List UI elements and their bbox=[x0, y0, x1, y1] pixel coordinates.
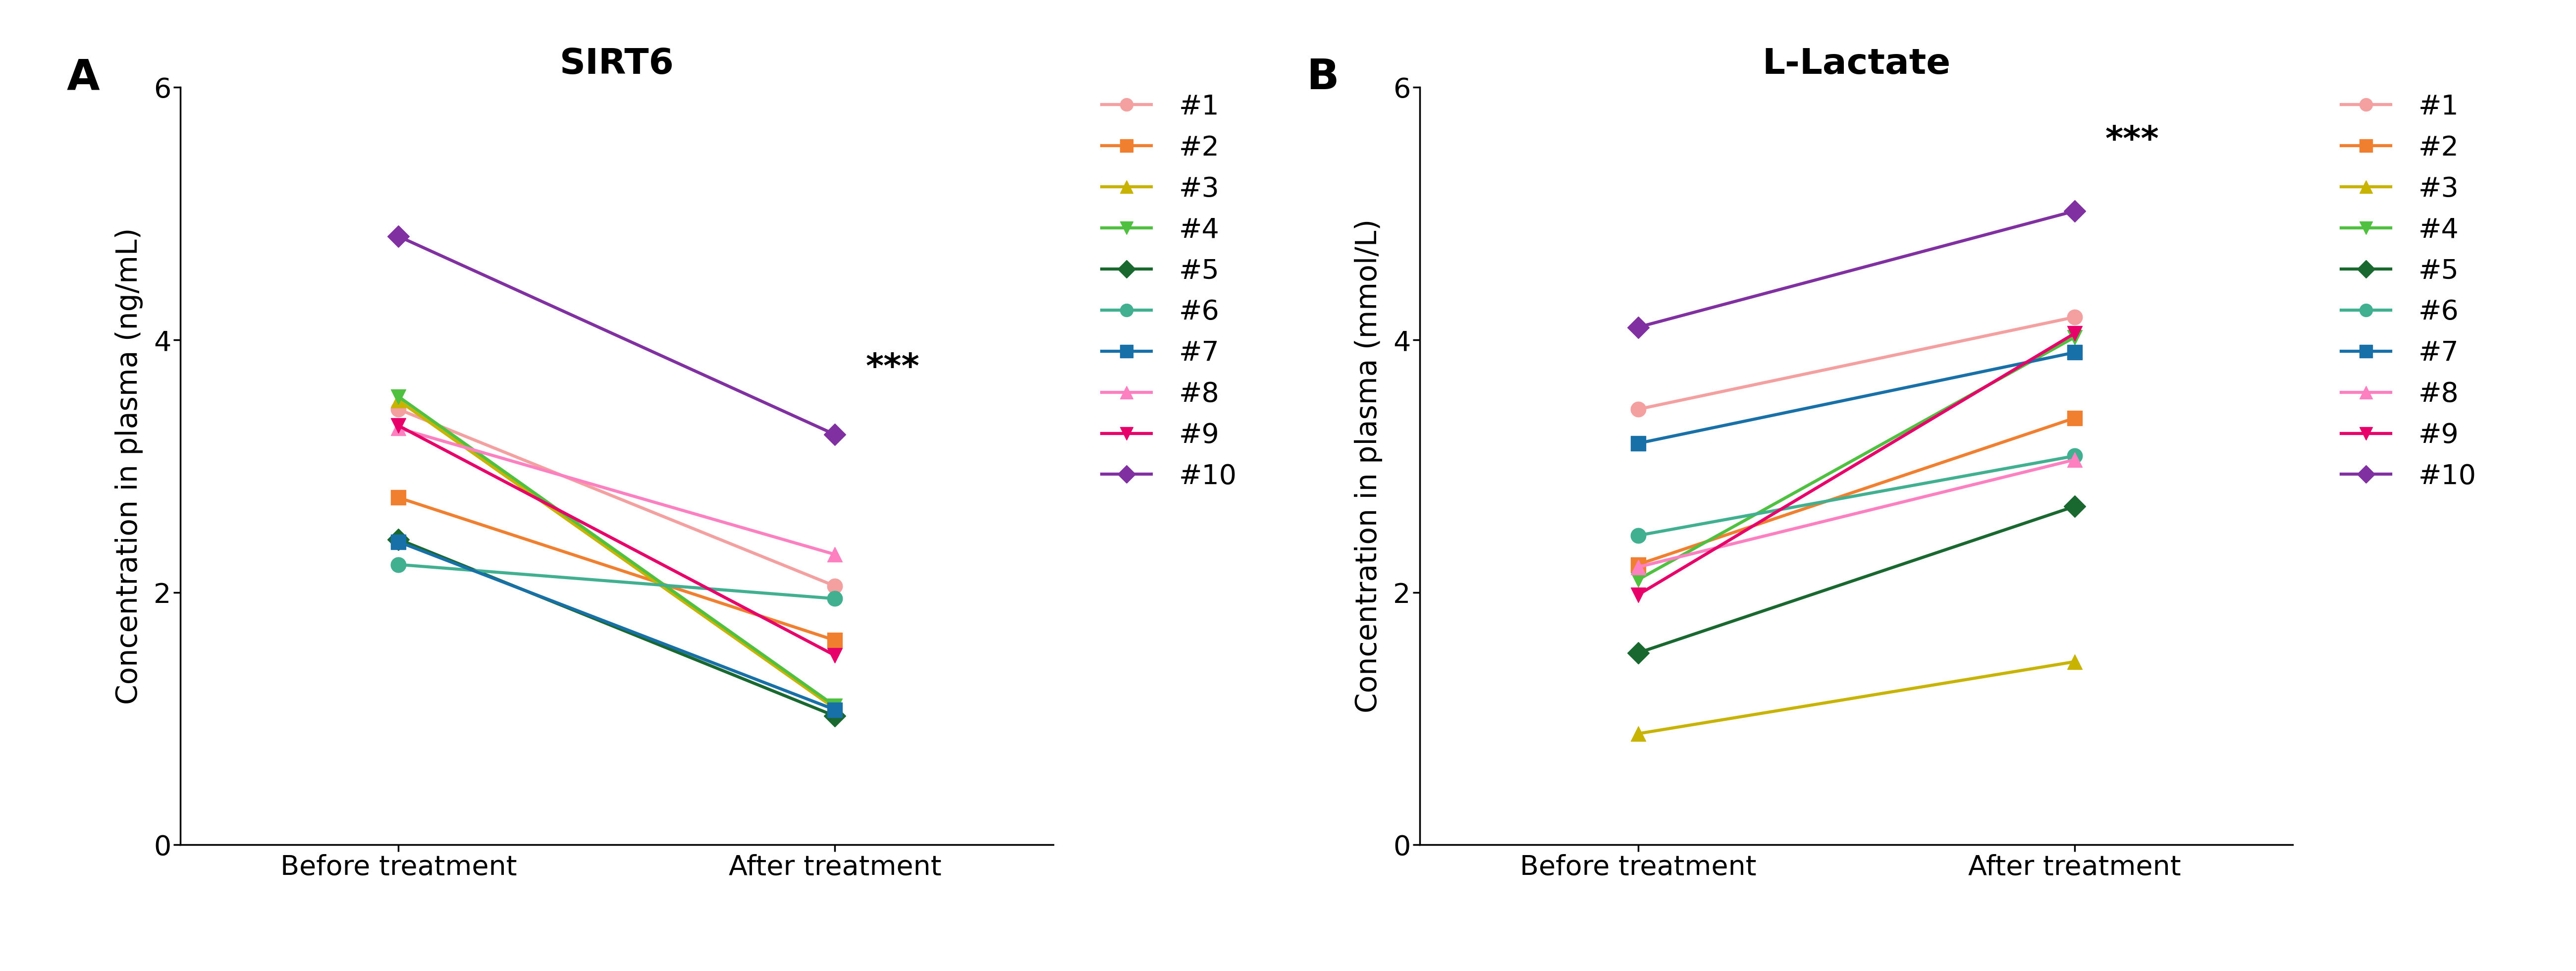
Legend: #1, #2, #3, #4, #5, #6, #7, #8, #9, #10: #1, #2, #3, #4, #5, #6, #7, #8, #9, #10 bbox=[2342, 93, 2476, 490]
Text: ***: *** bbox=[866, 352, 920, 385]
Title: L-Lactate: L-Lactate bbox=[1762, 47, 1950, 81]
Text: B: B bbox=[1306, 57, 1340, 98]
Y-axis label: Concentration in plasma (ng/mL): Concentration in plasma (ng/mL) bbox=[116, 227, 144, 705]
Y-axis label: Concentration in plasma (mmol/L): Concentration in plasma (mmol/L) bbox=[1355, 219, 1383, 713]
Title: SIRT6: SIRT6 bbox=[559, 47, 675, 81]
Legend: #1, #2, #3, #4, #5, #6, #7, #8, #9, #10: #1, #2, #3, #4, #5, #6, #7, #8, #9, #10 bbox=[1103, 93, 1236, 490]
Text: ***: *** bbox=[2105, 124, 2159, 157]
Text: A: A bbox=[67, 57, 100, 98]
